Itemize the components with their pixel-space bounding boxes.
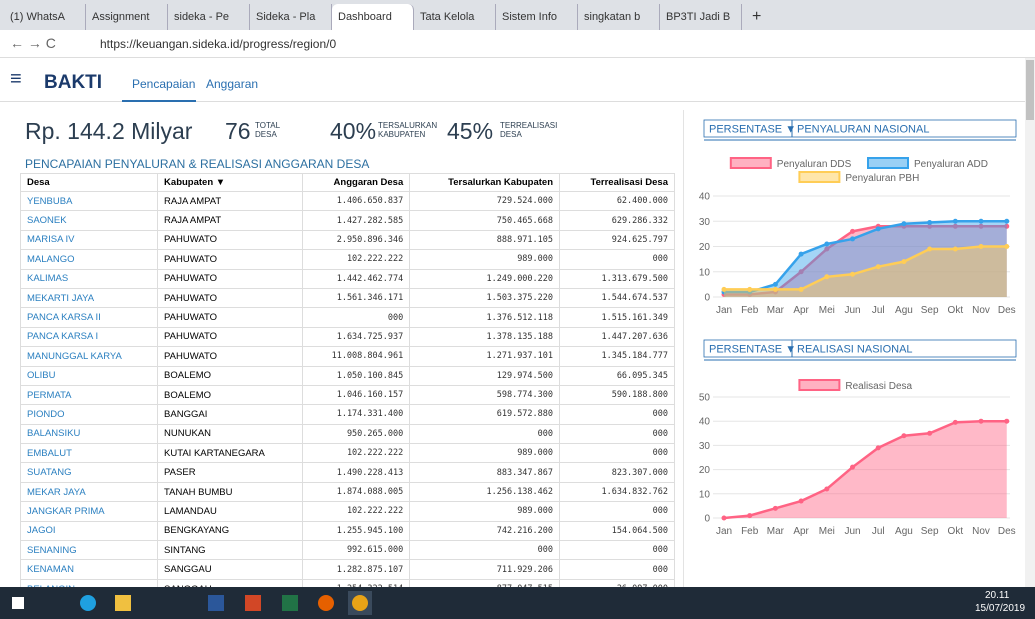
point bbox=[1005, 219, 1009, 223]
x-tick-label: Apr bbox=[793, 526, 809, 537]
point bbox=[799, 287, 803, 291]
legend-label[interactable]: Realisasi Desa bbox=[845, 381, 912, 392]
x-tick-label: Okt bbox=[948, 526, 964, 537]
x-tick-label: Jan bbox=[716, 305, 732, 316]
clock-time[interactable]: 20.11 bbox=[985, 590, 1009, 601]
app-icon[interactable] bbox=[318, 595, 334, 611]
point bbox=[1005, 419, 1009, 423]
x-tick-label: Sep bbox=[921, 305, 939, 316]
x-tick-label: Nov bbox=[972, 526, 990, 537]
point bbox=[799, 252, 803, 256]
x-tick-label: Okt bbox=[948, 305, 964, 316]
x-tick-label: Mei bbox=[819, 305, 835, 316]
y-tick-label: 20 bbox=[699, 242, 711, 253]
app-icon[interactable] bbox=[80, 595, 96, 611]
y-tick-label: 10 bbox=[699, 267, 711, 278]
start-button[interactable] bbox=[12, 597, 24, 609]
x-tick-label: Des bbox=[998, 305, 1016, 316]
point bbox=[928, 247, 932, 251]
point bbox=[953, 219, 957, 223]
app-icon-active[interactable] bbox=[348, 591, 372, 615]
point bbox=[851, 229, 855, 233]
scrollbar[interactable] bbox=[1025, 58, 1035, 587]
chrome-icon bbox=[352, 595, 368, 611]
x-tick-label: Jun bbox=[844, 305, 860, 316]
point bbox=[722, 516, 726, 520]
chart-title: PENYALURAN NASIONAL bbox=[797, 124, 929, 136]
x-tick-label: Apr bbox=[793, 305, 809, 316]
point bbox=[748, 514, 752, 518]
point bbox=[902, 434, 906, 438]
y-tick-label: 40 bbox=[699, 417, 711, 428]
point bbox=[876, 446, 880, 450]
app-icon[interactable] bbox=[208, 595, 224, 611]
legend-swatch[interactable] bbox=[799, 172, 839, 182]
page: (1) WhatsAAssignmentsideka - PeSideka - … bbox=[0, 0, 1035, 619]
x-tick-label: Jul bbox=[872, 526, 885, 537]
point bbox=[953, 420, 957, 424]
legend-label[interactable]: Penyaluran ADD bbox=[914, 159, 988, 170]
legend-swatch[interactable] bbox=[799, 380, 839, 390]
x-tick-label: Agu bbox=[895, 305, 913, 316]
point bbox=[825, 242, 829, 246]
legend-label[interactable]: Penyaluran PBH bbox=[845, 173, 919, 184]
x-tick-label: Sep bbox=[921, 526, 939, 537]
legend-label[interactable]: Penyaluran DDS bbox=[777, 159, 852, 170]
point bbox=[928, 431, 932, 435]
legend-swatch[interactable] bbox=[868, 158, 908, 168]
point bbox=[799, 499, 803, 503]
y-tick-label: 30 bbox=[699, 441, 711, 452]
y-tick-label: 40 bbox=[699, 192, 711, 203]
point bbox=[1005, 245, 1009, 249]
taskbar: 20.11 15/07/2019 bbox=[0, 587, 1035, 619]
x-tick-label: Des bbox=[998, 526, 1016, 537]
y-tick-label: 30 bbox=[699, 217, 711, 228]
point bbox=[773, 506, 777, 510]
x-tick-label: Mar bbox=[767, 305, 785, 316]
y-tick-label: 0 bbox=[704, 514, 710, 525]
y-tick-label: 10 bbox=[699, 489, 711, 500]
point bbox=[979, 219, 983, 223]
app-icon[interactable] bbox=[115, 595, 131, 611]
point bbox=[851, 272, 855, 276]
chart-dropdown[interactable]: PERSENTASE ▼ bbox=[709, 344, 796, 356]
point bbox=[825, 487, 829, 491]
point bbox=[979, 419, 983, 423]
point bbox=[902, 260, 906, 264]
point bbox=[876, 227, 880, 231]
x-tick-label: Mar bbox=[767, 526, 785, 537]
legend-swatch[interactable] bbox=[731, 158, 771, 168]
point bbox=[928, 221, 932, 225]
point bbox=[979, 245, 983, 249]
y-tick-label: 20 bbox=[699, 465, 711, 476]
point bbox=[851, 237, 855, 241]
x-tick-label: Mei bbox=[819, 526, 835, 537]
point bbox=[773, 282, 777, 286]
x-tick-label: Jun bbox=[844, 526, 860, 537]
clock-date[interactable]: 15/07/2019 bbox=[975, 603, 1025, 614]
scroll-thumb[interactable] bbox=[1026, 60, 1034, 120]
point bbox=[851, 465, 855, 469]
point bbox=[825, 275, 829, 279]
x-tick-label: Nov bbox=[972, 305, 990, 316]
point bbox=[953, 247, 957, 251]
x-tick-label: Jul bbox=[872, 305, 885, 316]
y-tick-label: 0 bbox=[704, 293, 710, 304]
point bbox=[722, 287, 726, 291]
x-tick-label: Jan bbox=[716, 526, 732, 537]
charts: PERSENTASE ▼PENYALURAN NASIONALPenyalura… bbox=[0, 0, 1035, 587]
y-tick-label: 50 bbox=[699, 393, 711, 404]
x-tick-label: Feb bbox=[741, 305, 759, 316]
point bbox=[902, 222, 906, 226]
app-icon[interactable] bbox=[282, 595, 298, 611]
app-icon[interactable] bbox=[245, 595, 261, 611]
chart-dropdown[interactable]: PERSENTASE ▼ bbox=[709, 124, 796, 136]
chart-title: REALISASI NASIONAL bbox=[797, 344, 913, 356]
point bbox=[773, 287, 777, 291]
x-tick-label: Agu bbox=[895, 526, 913, 537]
point bbox=[876, 265, 880, 269]
x-tick-label: Feb bbox=[741, 526, 759, 537]
point bbox=[748, 287, 752, 291]
